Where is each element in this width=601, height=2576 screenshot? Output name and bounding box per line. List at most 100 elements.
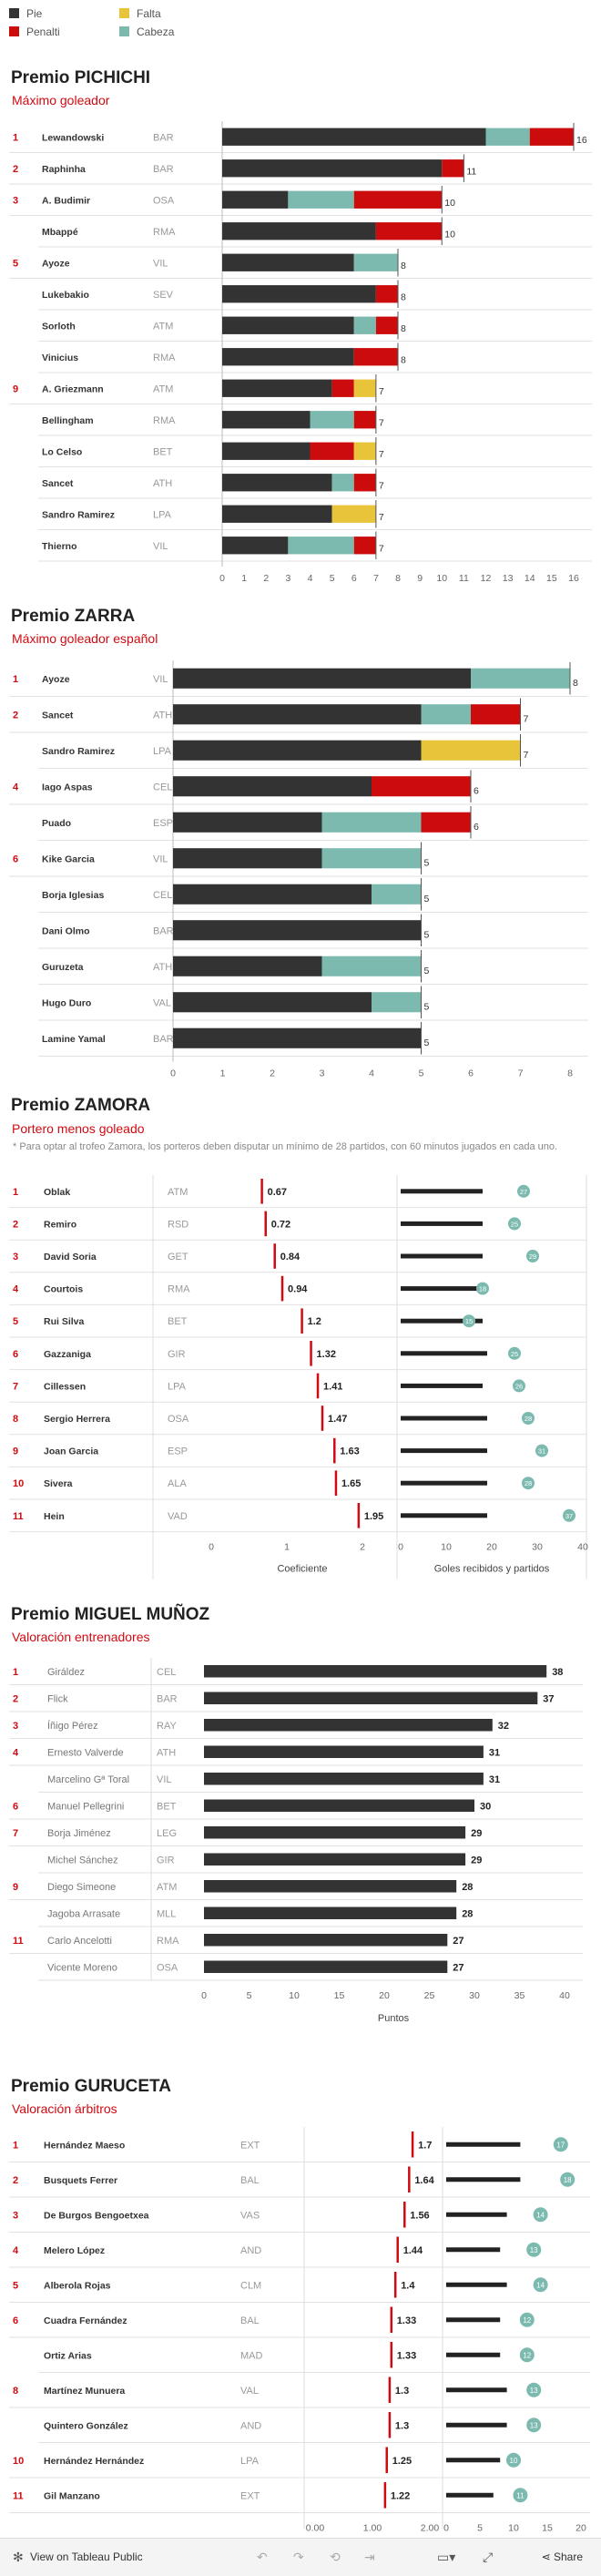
total-label: 8 — [401, 323, 406, 334]
x-tick-label: 1 — [241, 573, 247, 584]
matches-dot — [513, 1379, 525, 1393]
munoz-chart: 1 Giráldez CEL 2 Flick BAR 3 Íñigo Pérez RAY 4 Ern… — [9, 1658, 583, 2024]
team-label: ATM — [153, 383, 173, 394]
bar-segment-cabeza — [321, 812, 422, 833]
pichichi-title: Premio PICHICHI — [11, 68, 151, 87]
bar-segment-cabeza — [372, 992, 422, 1013]
x-tick-label: 10 — [508, 2523, 519, 2534]
team-label: LPA — [153, 509, 172, 520]
total-label: 5 — [424, 1038, 430, 1048]
total-label: 7 — [524, 713, 529, 724]
player-name: Ayoze — [42, 674, 70, 685]
bar-segment-pie — [173, 812, 322, 833]
rank-label: 1 — [13, 2140, 18, 2151]
player-name: Thierno — [42, 541, 77, 552]
total-label: 7 — [379, 417, 384, 428]
matches-label: 18 — [479, 1285, 486, 1293]
team-label: VIL — [153, 541, 168, 552]
x-tick-label: 20 — [379, 1990, 390, 2001]
player-name: Lukebakio — [42, 290, 89, 301]
team-label: BET — [153, 446, 173, 457]
team-label: RMA — [153, 227, 176, 238]
total-label: 8 — [401, 291, 406, 302]
player-name: Borja Jiménez — [47, 1828, 111, 1839]
coef-label: 0.67 — [268, 1187, 287, 1198]
total-label: 5 — [424, 1001, 430, 1012]
x-tick-label: 5 — [419, 1068, 424, 1079]
bar-segment-penalti — [375, 316, 398, 334]
legend-label: Penalti — [26, 26, 60, 38]
count-dot — [519, 2347, 535, 2363]
player-name: Lewandowski — [42, 132, 104, 143]
legend-swatch-cabeza — [119, 26, 129, 36]
fullscreen-icon[interactable]: ⤢ — [483, 2550, 494, 2564]
x-tick-label: 14 — [525, 573, 535, 584]
player-name: Hein — [44, 1511, 65, 1522]
player-name: Sandro Ramirez — [42, 509, 115, 520]
bar-segment-penalti — [310, 442, 354, 460]
bar-segment-cabeza — [321, 956, 422, 976]
player-name: Giráldez — [47, 1667, 85, 1678]
player-name: Busquets Ferrer — [44, 2175, 117, 2186]
team-label: VAD — [168, 1511, 188, 1522]
team-label: VAS — [240, 2210, 260, 2221]
team-label: LEG — [157, 1828, 177, 1839]
value-bar — [204, 1960, 448, 1973]
goals-bar — [401, 1189, 483, 1194]
player-name: Flick — [47, 1693, 68, 1704]
count-dot — [513, 2488, 528, 2503]
x-tick-label: 0 — [398, 1542, 403, 1553]
goals-bar — [401, 1416, 487, 1421]
team-label: RMA — [153, 353, 176, 363]
player-name: Vinicius — [42, 353, 78, 363]
matches-dot — [522, 1477, 535, 1490]
player-name: Michel Sánchez — [47, 1855, 118, 1866]
coef-label: 1.32 — [317, 1349, 336, 1360]
comment-icon[interactable]: ▭▾ — [437, 2550, 456, 2564]
bar-segment-pie — [173, 848, 322, 869]
total-label: 7 — [379, 449, 384, 460]
matches-label: 25 — [511, 1220, 518, 1228]
count-bar — [446, 2212, 507, 2217]
bar-segment-penalti — [353, 190, 443, 209]
value-bar — [204, 1880, 457, 1893]
goals-bar — [401, 1318, 483, 1324]
revert-icon[interactable]: ⟲ — [330, 2550, 341, 2564]
undo-icon[interactable]: ↶ — [257, 2550, 268, 2564]
rank-label: 4 — [13, 1284, 19, 1295]
player-name: Melero López — [44, 2245, 105, 2256]
share-button[interactable]: ⋖ Share — [542, 2550, 583, 2563]
bar-segment-cabeza — [485, 128, 530, 146]
pause-icon[interactable]: ⇥ — [364, 2550, 375, 2564]
player-name: Hugo Duro — [42, 997, 91, 1008]
player-name: A. Griezmann — [42, 383, 104, 394]
x-tick-label: 30 — [532, 1542, 543, 1553]
tableau-toolbar: ✻ View on Tableau Public ↶ ↷ ⟲ ⇥ ▭▾ ⤢ ⋖ … — [0, 2538, 601, 2576]
guruceta-subtitle: Valoración árbitros — [12, 2101, 117, 2116]
value-label: 28 — [462, 1882, 473, 1893]
rank-label: 11 — [13, 1511, 24, 1522]
coef-label: 1.41 — [323, 1381, 342, 1392]
bar-segment-pie — [222, 537, 289, 555]
player-name: Puado — [42, 818, 71, 829]
zamora-note: * Para optar al trofeo Zamora, los porte… — [13, 1141, 558, 1152]
team-label: MAD — [240, 2350, 263, 2361]
redo-icon[interactable]: ↷ — [293, 2550, 304, 2564]
team-label: GIR — [157, 1855, 175, 1866]
count-dot — [519, 2312, 535, 2327]
rank-label: 4 — [13, 782, 19, 792]
x-tick-label: 10 — [441, 1542, 452, 1553]
rank-label: 2 — [13, 2175, 18, 2186]
count-label: 18 — [564, 2176, 572, 2184]
player-name: Mbappé — [42, 227, 78, 238]
bar-segment-pie — [173, 992, 372, 1013]
view-on-tableau-link[interactable]: View on Tableau Public — [30, 2550, 143, 2563]
rank-label: 9 — [13, 1446, 18, 1457]
total-label: 11 — [466, 166, 476, 177]
matches-dot — [508, 1217, 521, 1231]
total-label: 5 — [424, 929, 430, 940]
value-label: 27 — [453, 1962, 463, 1973]
x-tick-label: 7 — [373, 573, 379, 584]
total-label: 8 — [401, 354, 406, 365]
count-bar — [446, 2317, 501, 2323]
